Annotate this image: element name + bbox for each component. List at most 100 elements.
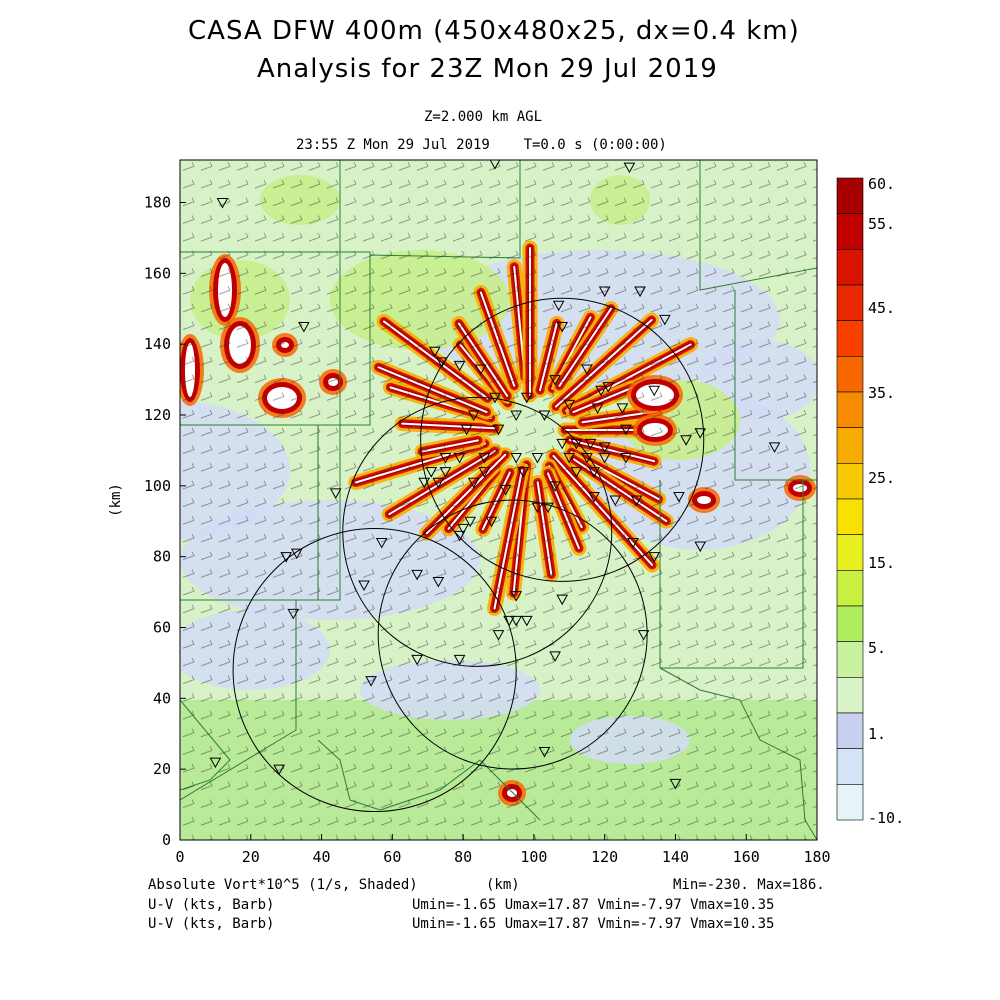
- station-marker: [280, 552, 293, 563]
- x-tick-label: 20: [242, 848, 260, 866]
- station-marker: [556, 321, 569, 333]
- station-marker: [453, 453, 466, 464]
- colorbar-swatch: [836, 498, 864, 535]
- colorbar-label: 5.: [868, 639, 886, 657]
- colorbar-label: 15.: [868, 554, 895, 572]
- station-marker: [591, 403, 604, 414]
- station-marker: [358, 580, 370, 592]
- station-marker: [648, 385, 661, 397]
- colorbar-label: 55.: [868, 215, 895, 233]
- station-marker: [492, 424, 505, 436]
- colorbar-swatch: [836, 534, 864, 571]
- station-marker: [478, 453, 491, 464]
- station-marker: [439, 467, 452, 478]
- station-marker: [467, 410, 480, 422]
- station-marker: [298, 321, 310, 333]
- station-marker: [538, 410, 551, 422]
- y-tick-label: 180: [144, 194, 171, 212]
- station-marker: [428, 346, 441, 358]
- colorbar-swatch: [836, 570, 864, 607]
- station-marker: [588, 491, 600, 503]
- station-marker: [474, 364, 487, 375]
- y-tick-label: 120: [144, 406, 171, 424]
- station-marker: [453, 530, 466, 542]
- station-marker: [375, 538, 388, 549]
- colorbar-swatch: [836, 463, 864, 500]
- chart-title: CASA DFW 400m (450x480x25, dx=0.4 km): [188, 16, 800, 46]
- station-marker: [634, 286, 646, 298]
- minmax-label: Min=-230. Max=186.: [673, 877, 825, 893]
- station-marker: [439, 453, 452, 464]
- station-marker: [503, 615, 515, 627]
- station-marker: [489, 160, 501, 170]
- station-marker: [517, 467, 530, 478]
- station-marker: [290, 548, 303, 560]
- colorbar-label: 1.: [868, 725, 886, 743]
- stats-label-2: Umin=-1.65 Umax=17.87 Vmin=-7.97 Vmax=10…: [412, 916, 775, 932]
- plot-frame: [179, 159, 818, 841]
- station-marker: [464, 516, 477, 528]
- field-label-barb-1: U-V (kts, Barb): [148, 897, 275, 913]
- station-marker: [538, 746, 551, 758]
- station-marker: [570, 438, 583, 450]
- x-tick-label: 140: [662, 848, 689, 866]
- station-marker: [287, 608, 300, 620]
- station-marker: [627, 538, 639, 549]
- colorbar-swatch: [836, 391, 864, 428]
- station-marker: [425, 467, 438, 478]
- station-marker: [620, 453, 632, 464]
- station-marker: [563, 399, 576, 411]
- y-tick-label: 20: [153, 760, 171, 778]
- station-marker: [658, 314, 671, 326]
- colorbar-label: -10.: [868, 809, 904, 827]
- station-marker: [460, 424, 473, 436]
- radar-rings: [232, 297, 705, 813]
- station-marker: [588, 467, 600, 478]
- colorbar-swatch: [836, 427, 864, 464]
- station-marker: [436, 357, 448, 368]
- x-tick-label: 80: [454, 848, 472, 866]
- station-marker: [365, 676, 377, 687]
- wind-barbs: [180, 160, 817, 840]
- station-marker: [595, 385, 607, 397]
- colorbar-swatch: [836, 641, 864, 678]
- stations: [209, 160, 781, 790]
- radar-ring: [420, 297, 705, 582]
- station-marker: [531, 453, 544, 464]
- station-marker: [694, 541, 707, 553]
- colorbar-swatch: [836, 284, 864, 321]
- station-marker: [510, 453, 523, 464]
- station-marker: [637, 630, 650, 641]
- colorbar: 60. 55. 45. 35. 25. 15. 5. 1. -10.: [836, 175, 904, 827]
- station-marker: [273, 764, 285, 776]
- colorbar-swatch: [836, 213, 864, 250]
- station-marker: [216, 198, 229, 209]
- station-marker: [499, 484, 512, 496]
- station-marker: [457, 523, 469, 535]
- colorbar-swatch: [836, 177, 864, 214]
- station-marker: [418, 477, 431, 489]
- station-marker: [552, 300, 565, 312]
- station-marker: [520, 392, 533, 404]
- station-marker: [478, 467, 491, 478]
- x-tick-label: 180: [803, 848, 830, 866]
- station-marker: [531, 502, 544, 514]
- station-marker: [467, 477, 480, 489]
- station-marker: [673, 491, 685, 503]
- station-marker: [669, 778, 682, 790]
- y-tick-label: 160: [144, 264, 171, 282]
- station-marker: [520, 615, 533, 627]
- x-tick-label: 120: [591, 848, 618, 866]
- station-marker: [598, 286, 611, 298]
- x-tick-label: 160: [733, 848, 760, 866]
- station-marker: [609, 495, 622, 507]
- station-marker: [411, 654, 423, 666]
- y-axis-label: (km): [108, 483, 124, 517]
- station-marker: [694, 428, 707, 439]
- station-marker: [329, 488, 342, 499]
- station-marker: [510, 591, 523, 602]
- station-marker: [411, 569, 423, 581]
- station-marker: [563, 453, 576, 464]
- station-marker: [492, 630, 505, 641]
